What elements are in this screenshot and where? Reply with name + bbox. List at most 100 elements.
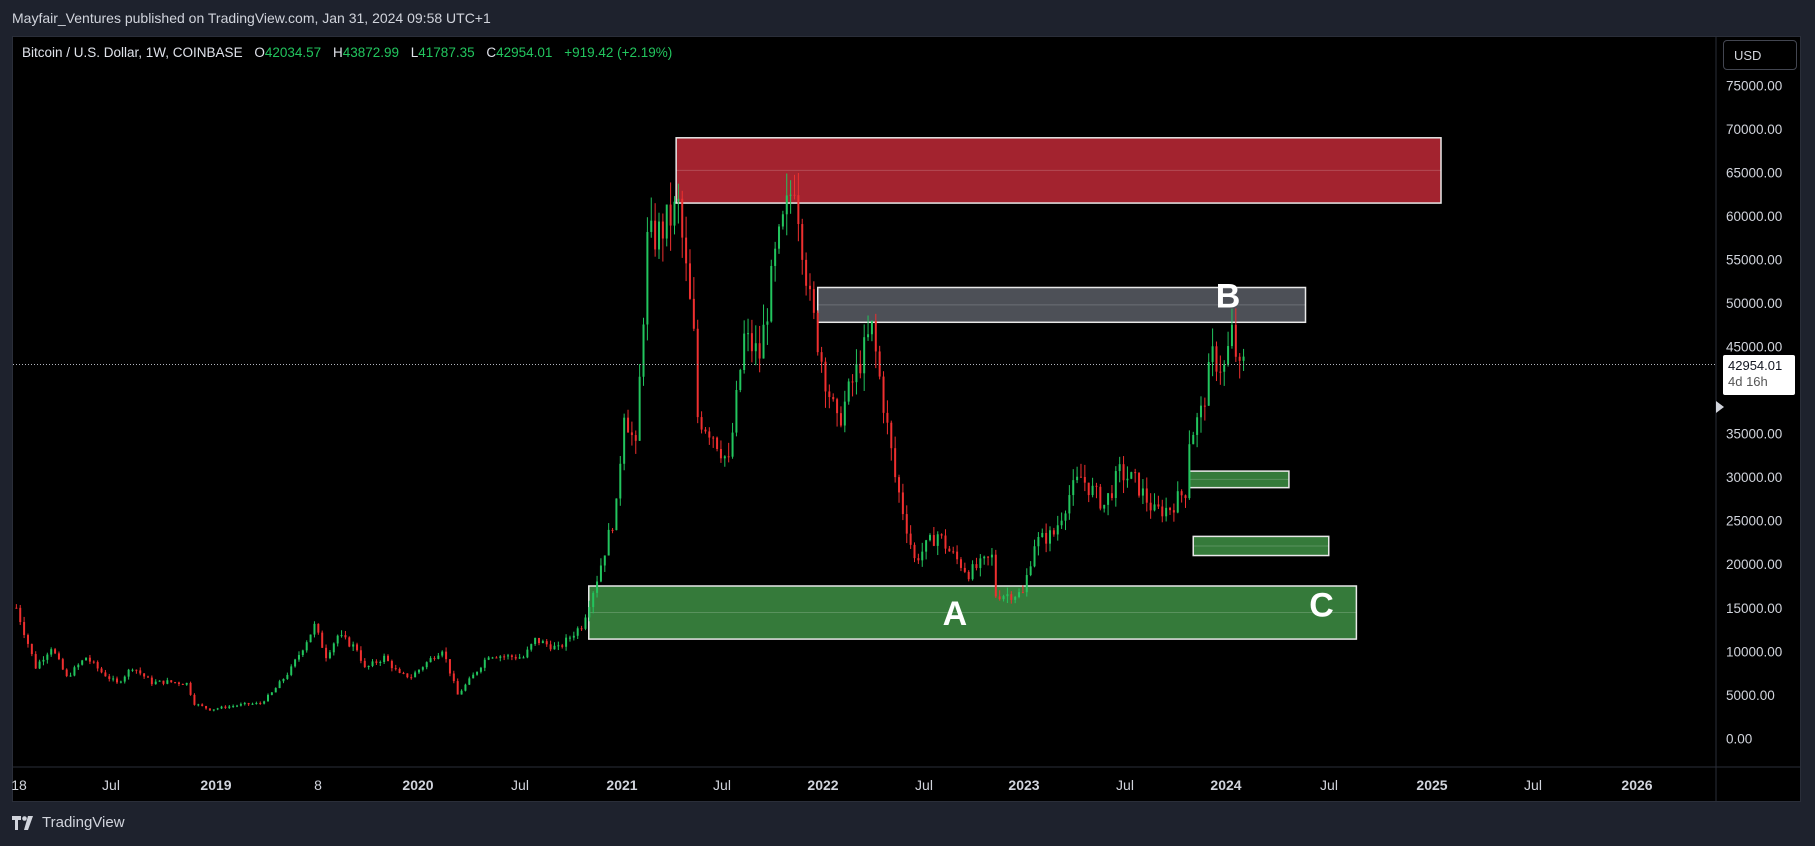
candle-body <box>716 437 719 449</box>
candle-body <box>131 669 134 671</box>
candle-body <box>1056 525 1059 535</box>
candle-body <box>514 656 517 659</box>
candle-body <box>820 352 823 362</box>
candle-body <box>921 551 924 561</box>
candle-body <box>243 703 246 705</box>
candle-body <box>611 529 614 531</box>
candle-body <box>851 381 854 383</box>
candle-body <box>990 554 993 558</box>
candle-body <box>925 540 928 552</box>
candle-body <box>286 674 289 679</box>
candle-body <box>1079 476 1082 478</box>
y-tick-label: 20000.00 <box>1726 557 1782 572</box>
x-tick-label: 2022 <box>807 777 838 793</box>
candle-body <box>30 643 33 655</box>
candle-body <box>762 324 765 359</box>
candle-body <box>57 653 60 660</box>
candle-body <box>23 622 26 636</box>
candle-body <box>1219 371 1222 373</box>
symbol-title: Bitcoin / U.S. Dollar, 1W, COINBASE <box>22 45 243 60</box>
candle-body <box>839 413 842 426</box>
candle-body <box>1192 434 1195 445</box>
candle-body <box>758 343 761 359</box>
candle-body <box>917 558 920 561</box>
candle-body <box>928 535 931 541</box>
candle-body <box>1002 596 1005 600</box>
candle-body <box>1234 324 1237 357</box>
candle-body <box>460 690 463 695</box>
candle-body <box>197 704 200 706</box>
candle-body <box>658 221 661 250</box>
candle-body <box>824 361 827 392</box>
axis-arrow-icon[interactable] <box>1716 401 1724 413</box>
candle-body <box>158 680 161 682</box>
zone-support-4 <box>588 585 1358 640</box>
candle-body <box>940 534 943 536</box>
x-tick-label: Jul <box>1320 777 1338 793</box>
candle-body <box>119 681 122 683</box>
candle-body <box>913 544 916 559</box>
candle-body <box>146 676 149 678</box>
candle-body <box>754 343 757 352</box>
candle-body <box>1161 506 1164 517</box>
candle-body <box>177 682 180 684</box>
candle-body <box>673 201 676 226</box>
candle-body <box>584 617 587 629</box>
candle-body <box>781 214 784 227</box>
candle-body <box>1215 346 1218 372</box>
candle-body <box>96 662 99 669</box>
candle-body <box>894 448 897 478</box>
candle-body <box>290 666 293 675</box>
currency-selector[interactable]: USD <box>1723 40 1797 70</box>
candle-body <box>1037 537 1040 547</box>
candle-body <box>700 417 703 430</box>
candle-body <box>441 651 444 656</box>
candle-body <box>665 204 668 239</box>
candle-body <box>774 248 777 266</box>
candle-body <box>956 551 959 560</box>
candle-body <box>1172 510 1175 513</box>
candle-body <box>1153 504 1156 511</box>
change-value: +919.42 (+2.19%) <box>564 45 673 60</box>
candle-body <box>870 320 873 335</box>
candle-body <box>545 641 548 645</box>
candle-body <box>433 658 436 660</box>
candle-body <box>1049 530 1052 544</box>
candle-body <box>692 298 695 329</box>
annotation-label-b: B <box>1216 277 1241 315</box>
candle-body <box>332 643 335 653</box>
candle-body <box>1227 346 1230 365</box>
candle-body <box>297 655 300 660</box>
candle-body <box>859 364 862 374</box>
candle-body <box>987 556 990 558</box>
candle-body <box>166 680 169 684</box>
candle-body <box>336 635 339 644</box>
candle-body <box>1207 362 1210 406</box>
zone-resistance-0 <box>675 137 1442 204</box>
candle-body <box>456 681 459 695</box>
candle-body <box>1045 532 1048 544</box>
candle-body <box>704 429 707 432</box>
candle-body <box>627 417 630 433</box>
candle-body <box>1114 471 1117 498</box>
candle-body <box>723 456 726 459</box>
candle-body <box>352 644 355 647</box>
candle-body <box>154 681 157 685</box>
candle-body <box>971 564 974 580</box>
candle-body <box>150 677 153 685</box>
candle-body <box>251 703 254 705</box>
candle-body <box>123 676 126 682</box>
candle-body <box>944 535 947 549</box>
candle-body <box>1165 507 1168 517</box>
candle-body <box>38 661 41 669</box>
tradingview-logo[interactable]: TradingView <box>12 814 125 831</box>
y-tick-label: 35000.00 <box>1726 427 1782 442</box>
candle-body <box>375 661 378 663</box>
candle-body <box>1145 488 1148 503</box>
candle-body <box>1199 405 1202 418</box>
candle-body <box>1157 504 1160 507</box>
candle-body <box>503 656 506 658</box>
candle-body <box>797 195 800 225</box>
annotation-label-c: C <box>1309 586 1334 624</box>
